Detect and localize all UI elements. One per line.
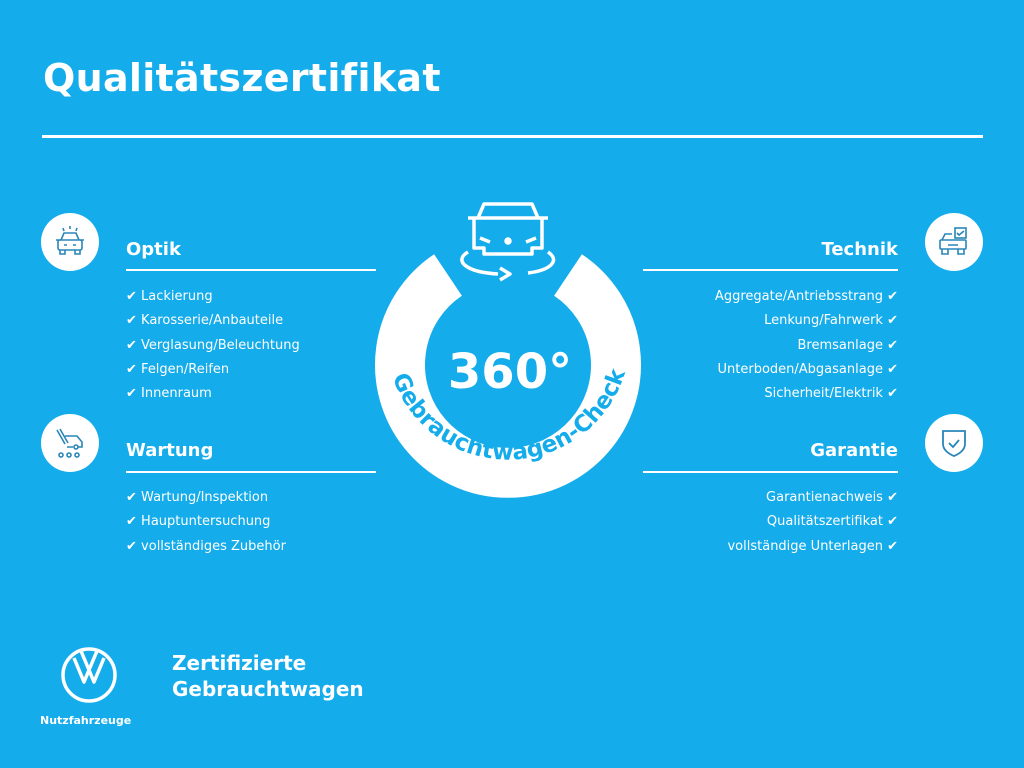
checklist-technik: Aggregate/Antriebsstrang ✔ Lenkung/Fahrwe… <box>648 285 898 406</box>
checklist-item: ✔ Wartung/Inspektion <box>126 486 386 510</box>
section-title-garantie: Garantie <box>810 440 898 461</box>
check-icon: ✔ <box>887 361 898 377</box>
service-tools-icon <box>41 414 99 472</box>
checklist-optik: ✔ Lackierung ✔ Karosserie/Anbauteile ✔ Ver… <box>126 285 386 406</box>
shield-check-icon <box>925 414 983 472</box>
section-divider <box>126 269 376 271</box>
check-icon: ✔ <box>887 538 898 554</box>
section-divider <box>643 269 898 271</box>
footer-line-2: Gebrauchtwagen <box>172 677 364 701</box>
checklist-item: ✔ Karosserie/Anbauteile <box>126 309 386 333</box>
check-icon: ✔ <box>887 337 898 353</box>
checklist-item-label: Felgen/Reifen <box>141 361 230 377</box>
section-title-technik: Technik <box>821 239 898 260</box>
check-icon: ✔ <box>887 514 898 530</box>
checklist-item-label: Verglasung/Beleuchtung <box>141 337 300 353</box>
badge-number: 360° <box>448 344 572 400</box>
checklist-item: Garantienachweis ✔ <box>648 486 898 510</box>
car-front-icon <box>41 213 99 271</box>
checklist-item-label: Karosserie/Anbauteile <box>141 313 284 329</box>
brand-label: Nutzfahrzeuge <box>40 714 132 727</box>
checklist-item: ✔ Innenraum <box>126 382 386 406</box>
checklist-item: Qualitätszertifikat ✔ <box>648 510 898 534</box>
checklist-item: Lenkung/Fahrwerk ✔ <box>648 309 898 333</box>
section-title-optik: Optik <box>126 239 181 260</box>
car-rotate-icon <box>460 202 556 282</box>
check-icon: ✔ <box>126 289 137 304</box>
checklist-item-label: Wartung/Inspektion <box>141 490 269 505</box>
car-checklist-icon <box>925 213 983 271</box>
checklist-item-label: Unterboden/Abgasanlage <box>717 361 883 377</box>
section-title-wartung: Wartung <box>126 440 214 461</box>
section-divider <box>126 471 376 473</box>
check-icon: ✔ <box>126 386 137 402</box>
check-icon: ✔ <box>126 490 137 505</box>
checklist-item-label: Qualitätszertifikat <box>766 514 883 530</box>
check-icon: ✔ <box>126 337 137 353</box>
check-icon: ✔ <box>126 538 137 554</box>
checklist-item-label: Hauptuntersuchung <box>141 514 271 530</box>
check-icon: ✔ <box>126 361 137 377</box>
title-divider <box>42 135 983 138</box>
page-title: Qualitätszertifikat <box>43 56 441 100</box>
checklist-wartung: ✔ Wartung/Inspektion ✔ Hauptuntersuchung ✔… <box>126 486 386 559</box>
checklist-item-label: Aggregate/Antriebsstrang <box>714 289 883 304</box>
check-icon: ✔ <box>887 386 898 402</box>
checklist-item-label: vollständiges Zubehör <box>141 538 286 554</box>
footer-tagline: Zertifizierte Gebrauchtwagen <box>172 650 364 702</box>
checklist-item: ✔ Felgen/Reifen <box>126 358 386 382</box>
checklist-item-label: Innenraum <box>141 386 212 402</box>
checklist-item-label: Sicherheit/Elektrik <box>764 386 883 402</box>
checklist-item: Sicherheit/Elektrik ✔ <box>648 382 898 406</box>
checklist-item: ✔ Hauptuntersuchung <box>126 510 386 534</box>
checklist-garantie: Garantienachweis ✔ Qualitätszertifikat ✔ v… <box>648 486 898 559</box>
section-divider <box>643 471 898 473</box>
checklist-item-label: Garantienachweis <box>766 490 883 505</box>
checklist-item: vollständige Unterlagen ✔ <box>648 535 898 559</box>
checklist-item: Aggregate/Antriebsstrang ✔ <box>648 285 898 309</box>
check-icon: ✔ <box>887 313 898 329</box>
checklist-item: Bremsanlage ✔ <box>648 334 899 358</box>
check-icon: ✔ <box>887 289 898 304</box>
checklist-item-label: Lackierung <box>141 289 213 304</box>
checklist-item: Unterboden/Abgasanlage ✔ <box>648 358 899 382</box>
checklist-item: ✔ vollständiges Zubehör <box>126 535 386 559</box>
check-icon: ✔ <box>126 313 137 329</box>
vw-logo <box>61 647 117 703</box>
badge-ring <box>375 254 641 498</box>
footer-line-1: Zertifizierte <box>172 651 307 675</box>
checklist-item: ✔ Lackierung <box>126 285 386 309</box>
check-icon: ✔ <box>887 490 898 505</box>
checklist-item-label: Bremsanlage <box>797 337 883 353</box>
checklist-item: ✔ Verglasung/Beleuchtung <box>126 334 386 358</box>
check-icon: ✔ <box>126 514 137 530</box>
checklist-item-label: Lenkung/Fahrwerk <box>764 313 883 329</box>
checklist-item-label: vollständige Unterlagen <box>727 538 883 554</box>
